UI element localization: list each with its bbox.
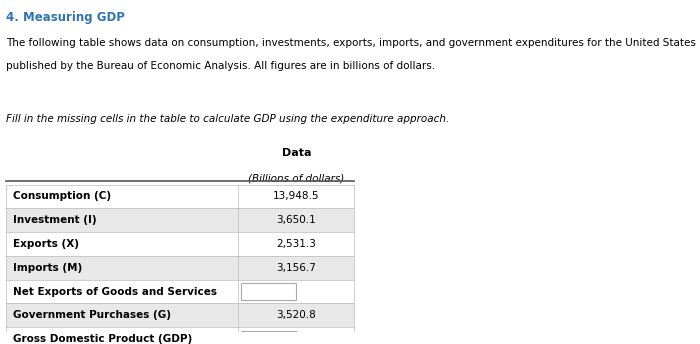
Text: Government Purchases (G): Government Purchases (G) [13, 310, 172, 320]
Text: published by the Bureau of Economic Analysis. All figures are in billions of dol: published by the Bureau of Economic Anal… [6, 61, 435, 71]
Text: Consumption (C): Consumption (C) [13, 192, 111, 202]
Text: 13,948.5: 13,948.5 [273, 192, 319, 202]
Text: 4. Measuring GDP: 4. Measuring GDP [6, 11, 125, 24]
Bar [6, 256, 354, 280]
Text: 3,156.7: 3,156.7 [276, 263, 316, 273]
Text: (Billions of dollars): (Billions of dollars) [248, 173, 344, 183]
Bar [6, 232, 354, 256]
Text: Fill in the missing cells in the table to calculate GDP using the expenditure ap: Fill in the missing cells in the table t… [6, 114, 449, 123]
Text: Gross Domestic Product (GDP): Gross Domestic Product (GDP) [13, 334, 193, 344]
Bar [6, 280, 354, 303]
Bar [6, 303, 354, 327]
Text: 2,531.3: 2,531.3 [276, 239, 316, 249]
Text: The following table shows data on consumption, investments, exports, imports, an: The following table shows data on consum… [6, 38, 700, 48]
Text: Exports (X): Exports (X) [13, 239, 80, 249]
Text: Net Exports of Goods and Services: Net Exports of Goods and Services [13, 287, 218, 297]
Bar [6, 208, 354, 232]
Text: Data: Data [281, 148, 311, 158]
Text: 3,650.1: 3,650.1 [276, 215, 316, 225]
Bar [6, 327, 354, 344]
Text: Investment (I): Investment (I) [13, 215, 97, 225]
Bar [241, 331, 296, 344]
Text: 3,520.8: 3,520.8 [276, 310, 316, 320]
Text: Imports (M): Imports (M) [13, 263, 83, 273]
Bar [6, 185, 354, 208]
Bar [241, 283, 296, 300]
